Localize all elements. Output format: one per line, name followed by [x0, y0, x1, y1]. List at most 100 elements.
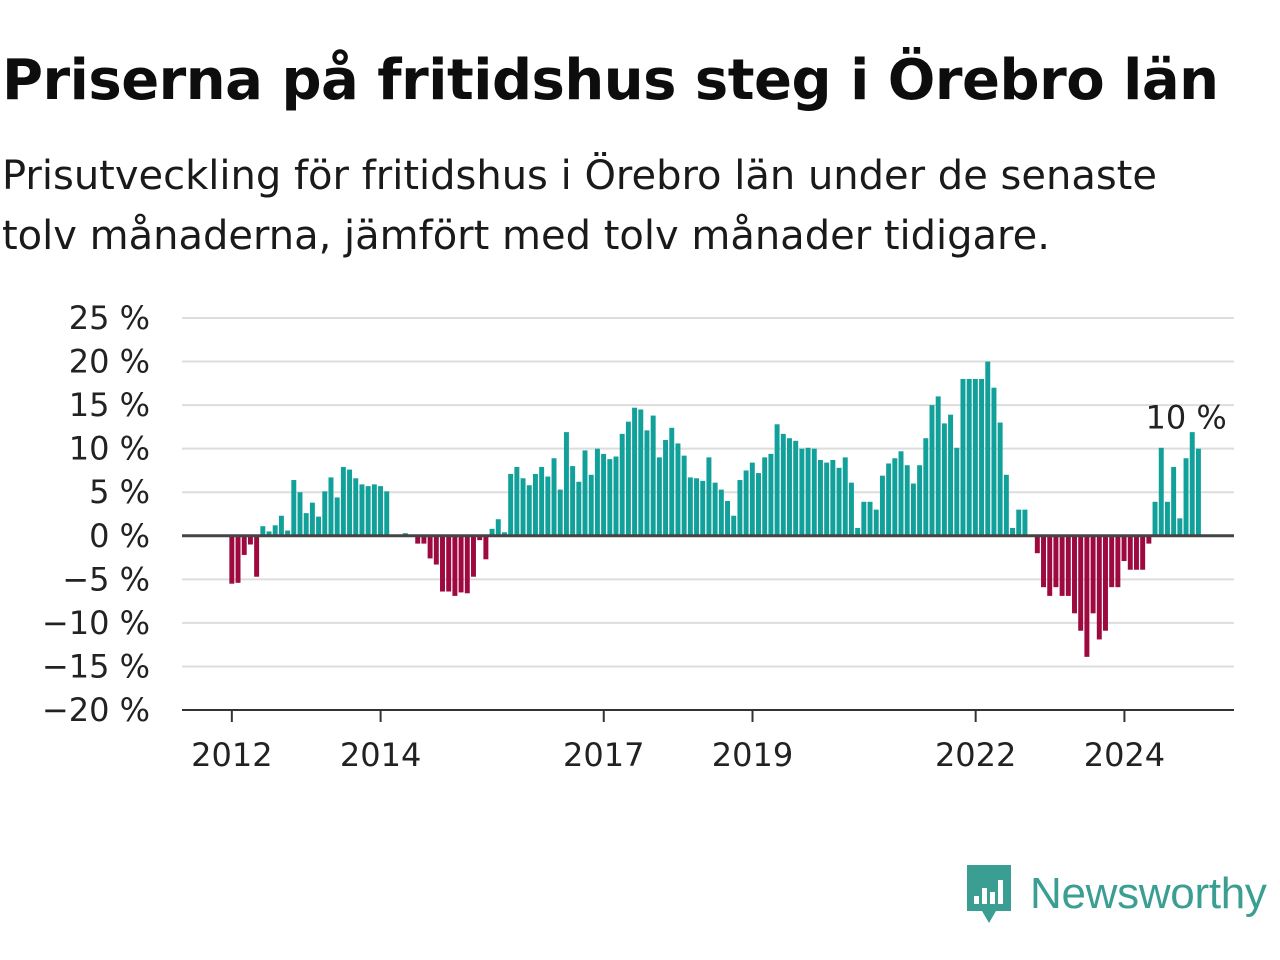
bar [588, 474, 594, 536]
bar [613, 456, 619, 536]
bar [471, 535, 476, 577]
bar [731, 515, 737, 536]
bar [1171, 466, 1177, 536]
bar [935, 396, 941, 536]
x-tick-label: 2017 [563, 736, 644, 770]
bar [1090, 535, 1096, 614]
bar [687, 477, 693, 536]
bar [1072, 535, 1077, 614]
bar [1034, 535, 1040, 554]
bar [1084, 535, 1090, 657]
bar [898, 451, 904, 536]
bar [656, 457, 662, 536]
bar [483, 535, 489, 560]
y-tick-label: 5 % [89, 473, 150, 511]
bar [774, 424, 780, 536]
bar [712, 482, 718, 536]
bar [545, 476, 551, 536]
bar [886, 463, 892, 536]
bar [551, 458, 557, 536]
bar [1022, 509, 1028, 536]
bar [291, 480, 297, 536]
y-tick-label: 20 % [69, 343, 150, 381]
bar [929, 405, 935, 536]
y-tick-label: 10 % [69, 430, 150, 468]
bar [985, 361, 991, 536]
subtitle-line-2: tolv månaderna, jämfört med tolv månader… [2, 213, 1050, 259]
page-title: Priserna på fritidshus steg i Örebro län [2, 48, 1219, 113]
bar [433, 535, 439, 565]
bar [756, 473, 761, 536]
bar [1016, 509, 1022, 536]
bar-chart: 25 % 20 % 15 % 10 % 5 % 0 % −5 % −10 % −15 % −20 … [42, 299, 1234, 770]
bar [247, 535, 253, 545]
bar [557, 489, 563, 536]
bar [979, 378, 985, 536]
bar [780, 433, 786, 536]
bar [954, 447, 960, 536]
bar [582, 450, 588, 536]
bar [1115, 535, 1121, 588]
bar [477, 535, 483, 541]
bar [1164, 501, 1170, 536]
bar [718, 489, 724, 536]
bar [1177, 518, 1183, 536]
bar [972, 378, 978, 536]
bar [743, 470, 749, 536]
y-tick-label: 15 % [69, 386, 150, 424]
x-tick-label: 2014 [340, 736, 421, 770]
bar [923, 438, 929, 536]
bar [1103, 535, 1108, 631]
bar [328, 477, 334, 536]
bar [725, 500, 730, 536]
x-tick-label: 2019 [712, 736, 793, 770]
bar [811, 448, 817, 536]
bar [365, 486, 371, 536]
bar [446, 535, 452, 592]
bar [638, 409, 644, 536]
bar [1183, 458, 1189, 536]
bar [910, 483, 916, 536]
bar [861, 501, 867, 536]
bar [663, 439, 669, 536]
bar [1158, 447, 1164, 536]
bar [278, 515, 284, 536]
x-tick-label: 2024 [1084, 736, 1165, 770]
y-tick-label: 25 % [69, 299, 150, 337]
bar [879, 475, 885, 536]
bar [322, 491, 328, 536]
bar [768, 453, 774, 536]
brand-name: Newsworthy [1030, 869, 1267, 918]
bar [309, 502, 315, 536]
bar [1047, 535, 1053, 596]
bar [334, 497, 340, 536]
bar [681, 455, 687, 536]
bar [632, 407, 638, 536]
bar [762, 457, 768, 536]
bar [427, 535, 433, 559]
bar [855, 527, 861, 536]
bar [347, 469, 353, 536]
bar [452, 535, 458, 596]
bar [607, 459, 613, 536]
bar [303, 513, 309, 536]
bar [1133, 535, 1139, 570]
bar [1010, 527, 1016, 536]
bar [1140, 535, 1146, 570]
bar [384, 491, 390, 536]
bar [440, 535, 445, 592]
x-tick-label: 2022 [935, 736, 1016, 770]
x-tick-label: 2012 [191, 736, 272, 770]
bar [272, 525, 278, 536]
bar [644, 430, 650, 536]
bar [340, 466, 346, 536]
bar [229, 535, 235, 584]
y-tick-label: −5 % [62, 560, 150, 598]
bar [359, 484, 365, 536]
page-subtitle: Prisutveckling för fritidshus i Örebro l… [2, 146, 1278, 266]
latest-value-label: 10 % [1146, 399, 1227, 437]
bar [508, 473, 514, 536]
bar [793, 440, 799, 536]
bar [650, 415, 656, 536]
bar [489, 528, 495, 536]
